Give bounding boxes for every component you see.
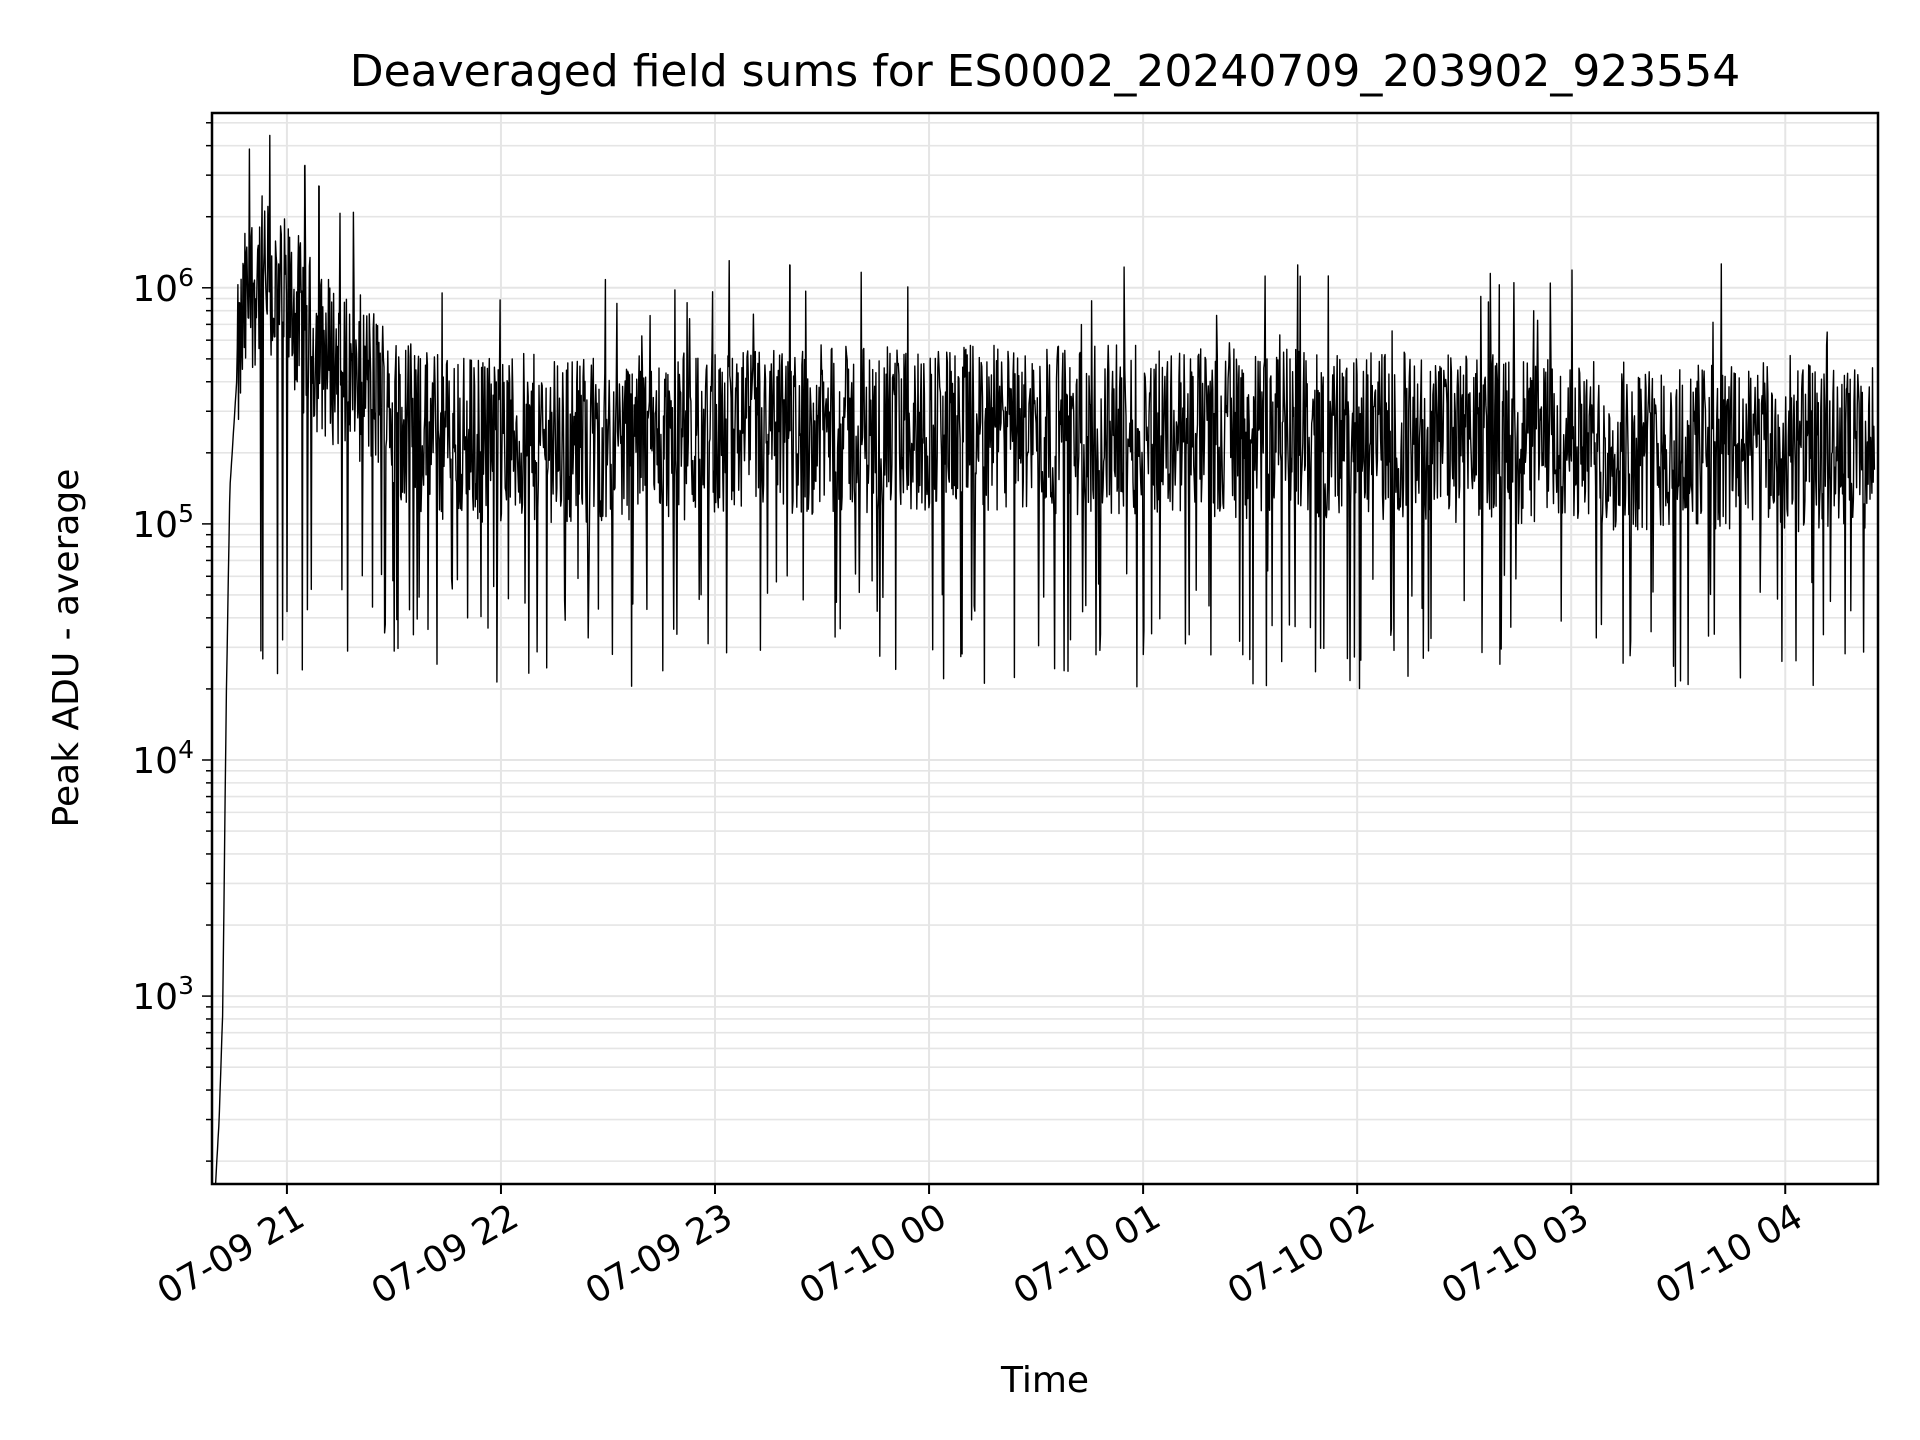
- y-tick-label: 105: [132, 499, 194, 546]
- y-tick-label: 103: [132, 971, 194, 1018]
- y-tick-label: 106: [132, 263, 194, 310]
- series-line: [214, 134, 1876, 1185]
- x-axis-label: Time: [1000, 1360, 1089, 1401]
- grid-layer: [212, 113, 1878, 1184]
- y-axis: 103 104 105 106: [132, 122, 212, 1162]
- chart-title: Deaveraged field sums for ES0002_2024070…: [350, 46, 1741, 97]
- series-layer: [214, 134, 1876, 1185]
- y-tick-label: 104: [132, 735, 194, 782]
- plot-frame: [210, 111, 1880, 1186]
- y-axis-label: Peak ADU - average: [46, 469, 87, 828]
